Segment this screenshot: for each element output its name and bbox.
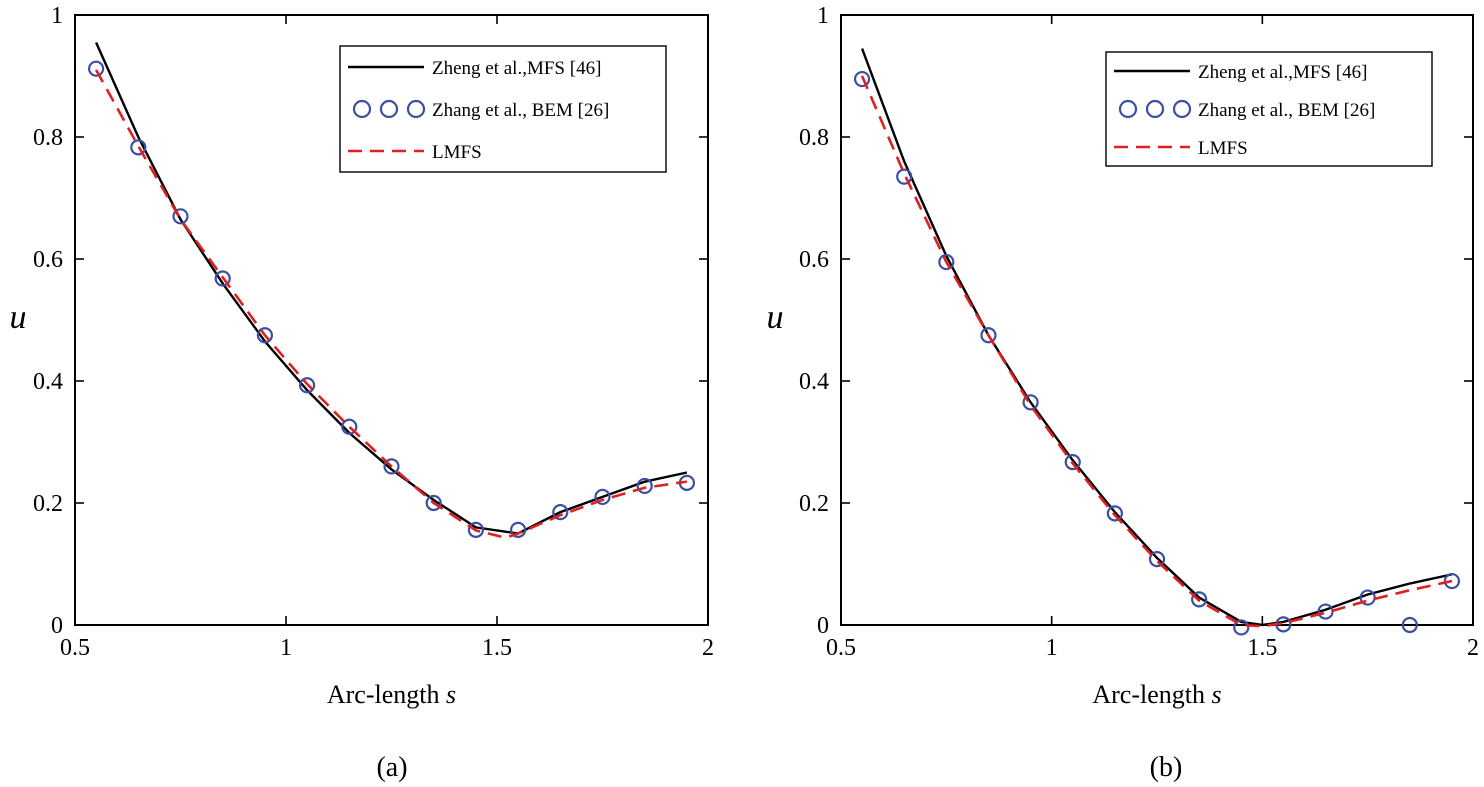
x-axis-label-text: Arc-length (327, 680, 446, 709)
data-point-bem (1443, 572, 1461, 590)
chart-panel-a: 0.5 1 1.5 2 0 0.2 0.4 0.6 0.8 1 Arc-length s u (a) Zh… (10, 3, 715, 783)
y-tick-label: 0.4 (799, 369, 829, 395)
x-tick-label: 1 (280, 635, 292, 661)
x-axis-label-text: Arc-length (1092, 680, 1211, 709)
x-tick-label: 2 (1467, 635, 1479, 661)
y-tick-label: 1 (817, 3, 829, 29)
y-tick-label: 0.8 (799, 125, 829, 151)
y-tick-label: 0.4 (33, 369, 63, 395)
data-point-bem (130, 139, 147, 156)
legend-entry-label: Zheng et al.,MFS [46] (432, 58, 601, 79)
legend: Zheng et al.,MFS [46] Zhang et al., BEM [… (1105, 51, 1433, 167)
x-axis-label: Arc-length s (327, 680, 456, 709)
series-line-mfs (860, 48, 1453, 627)
axes-frame (840, 14, 1474, 626)
y-tick-label: 1 (51, 3, 63, 29)
x-tick-label: 2 (702, 635, 714, 661)
data-point-bem (1191, 591, 1208, 608)
x-tick-label: 1.5 (1247, 635, 1277, 661)
legend-entry-label: Zhang et al., BEM [26] (1198, 100, 1375, 121)
legend-marker-circle (379, 99, 399, 119)
chart-panel-b: 0.5 1 1.5 2 0 0.2 0.4 0.6 0.8 1 Arc-length s u (b) Zh… (767, 3, 1480, 783)
legend-marker-circle (352, 99, 372, 119)
x-axis-label-variable: s (1212, 680, 1222, 709)
x-axis-label: Arc-length s (1092, 680, 1221, 709)
data-point-bem (1064, 454, 1081, 471)
legend-marker-circle (1118, 99, 1138, 119)
y-tick-label: 0.6 (799, 247, 829, 273)
data-point-bem (1022, 394, 1039, 411)
data-point-bem (636, 477, 653, 495)
y-tick-label: 0.8 (33, 125, 63, 151)
y-tick-label: 0.2 (33, 491, 63, 517)
data-point-bem (980, 327, 997, 344)
data-point-bem (383, 458, 400, 475)
data-point-bem (341, 418, 358, 435)
y-tick-label: 0.6 (33, 247, 63, 273)
data-point-bem (299, 377, 316, 394)
legend-marker-circle (1172, 99, 1192, 119)
legend-entry-label: Zheng et al.,MFS [46] (1198, 62, 1367, 83)
data-point-bem (467, 521, 484, 538)
data-point-bem (1148, 551, 1166, 568)
data-point-bem (552, 504, 569, 521)
series-line-mfs (95, 41, 688, 535)
legend-entry-label: LMFS (432, 142, 482, 163)
data-point-bem (509, 521, 527, 538)
data-point-bem (87, 60, 105, 77)
y-axis-label: u (767, 299, 784, 336)
series-line-lmfs (860, 75, 1453, 628)
data-point-bem (214, 270, 231, 287)
y-tick-label: 0 (817, 613, 829, 639)
y-tick-label: 0 (51, 613, 63, 639)
y-tick-label: 0.2 (799, 491, 829, 517)
series-line-lmfs (94, 69, 688, 540)
data-point-bem (1233, 619, 1250, 636)
data-point-bem (256, 327, 273, 344)
x-tick-label: 1.5 (482, 635, 512, 661)
panel-label: (b) (1150, 752, 1183, 783)
data-point-bem (1401, 616, 1418, 634)
x-tick-label: 1 (1046, 635, 1058, 661)
data-point-bem (1106, 505, 1123, 522)
legend-entry-label: Zhang et al., BEM [26] (432, 100, 609, 121)
legend-entry-label: LMFS (1198, 138, 1248, 159)
data-point-bem (594, 488, 611, 505)
data-point-bem (896, 168, 913, 185)
legend: Zheng et al.,MFS [46] Zhang et al., BEM [… (339, 45, 667, 173)
x-tick-label: 0.5 (826, 635, 856, 661)
data-point-bem (172, 208, 189, 225)
x-axis-label-variable: s (446, 680, 456, 709)
data-point-bem (938, 253, 955, 271)
data-point-bem (425, 494, 442, 512)
axes-frame (74, 14, 709, 626)
y-axis-label: u (10, 299, 27, 336)
legend-marker-circle (1145, 99, 1165, 119)
x-tick-label: 0.5 (60, 635, 90, 661)
panel-label: (a) (376, 752, 407, 783)
data-point-bem (853, 70, 871, 88)
legend-marker-circle (406, 99, 426, 119)
